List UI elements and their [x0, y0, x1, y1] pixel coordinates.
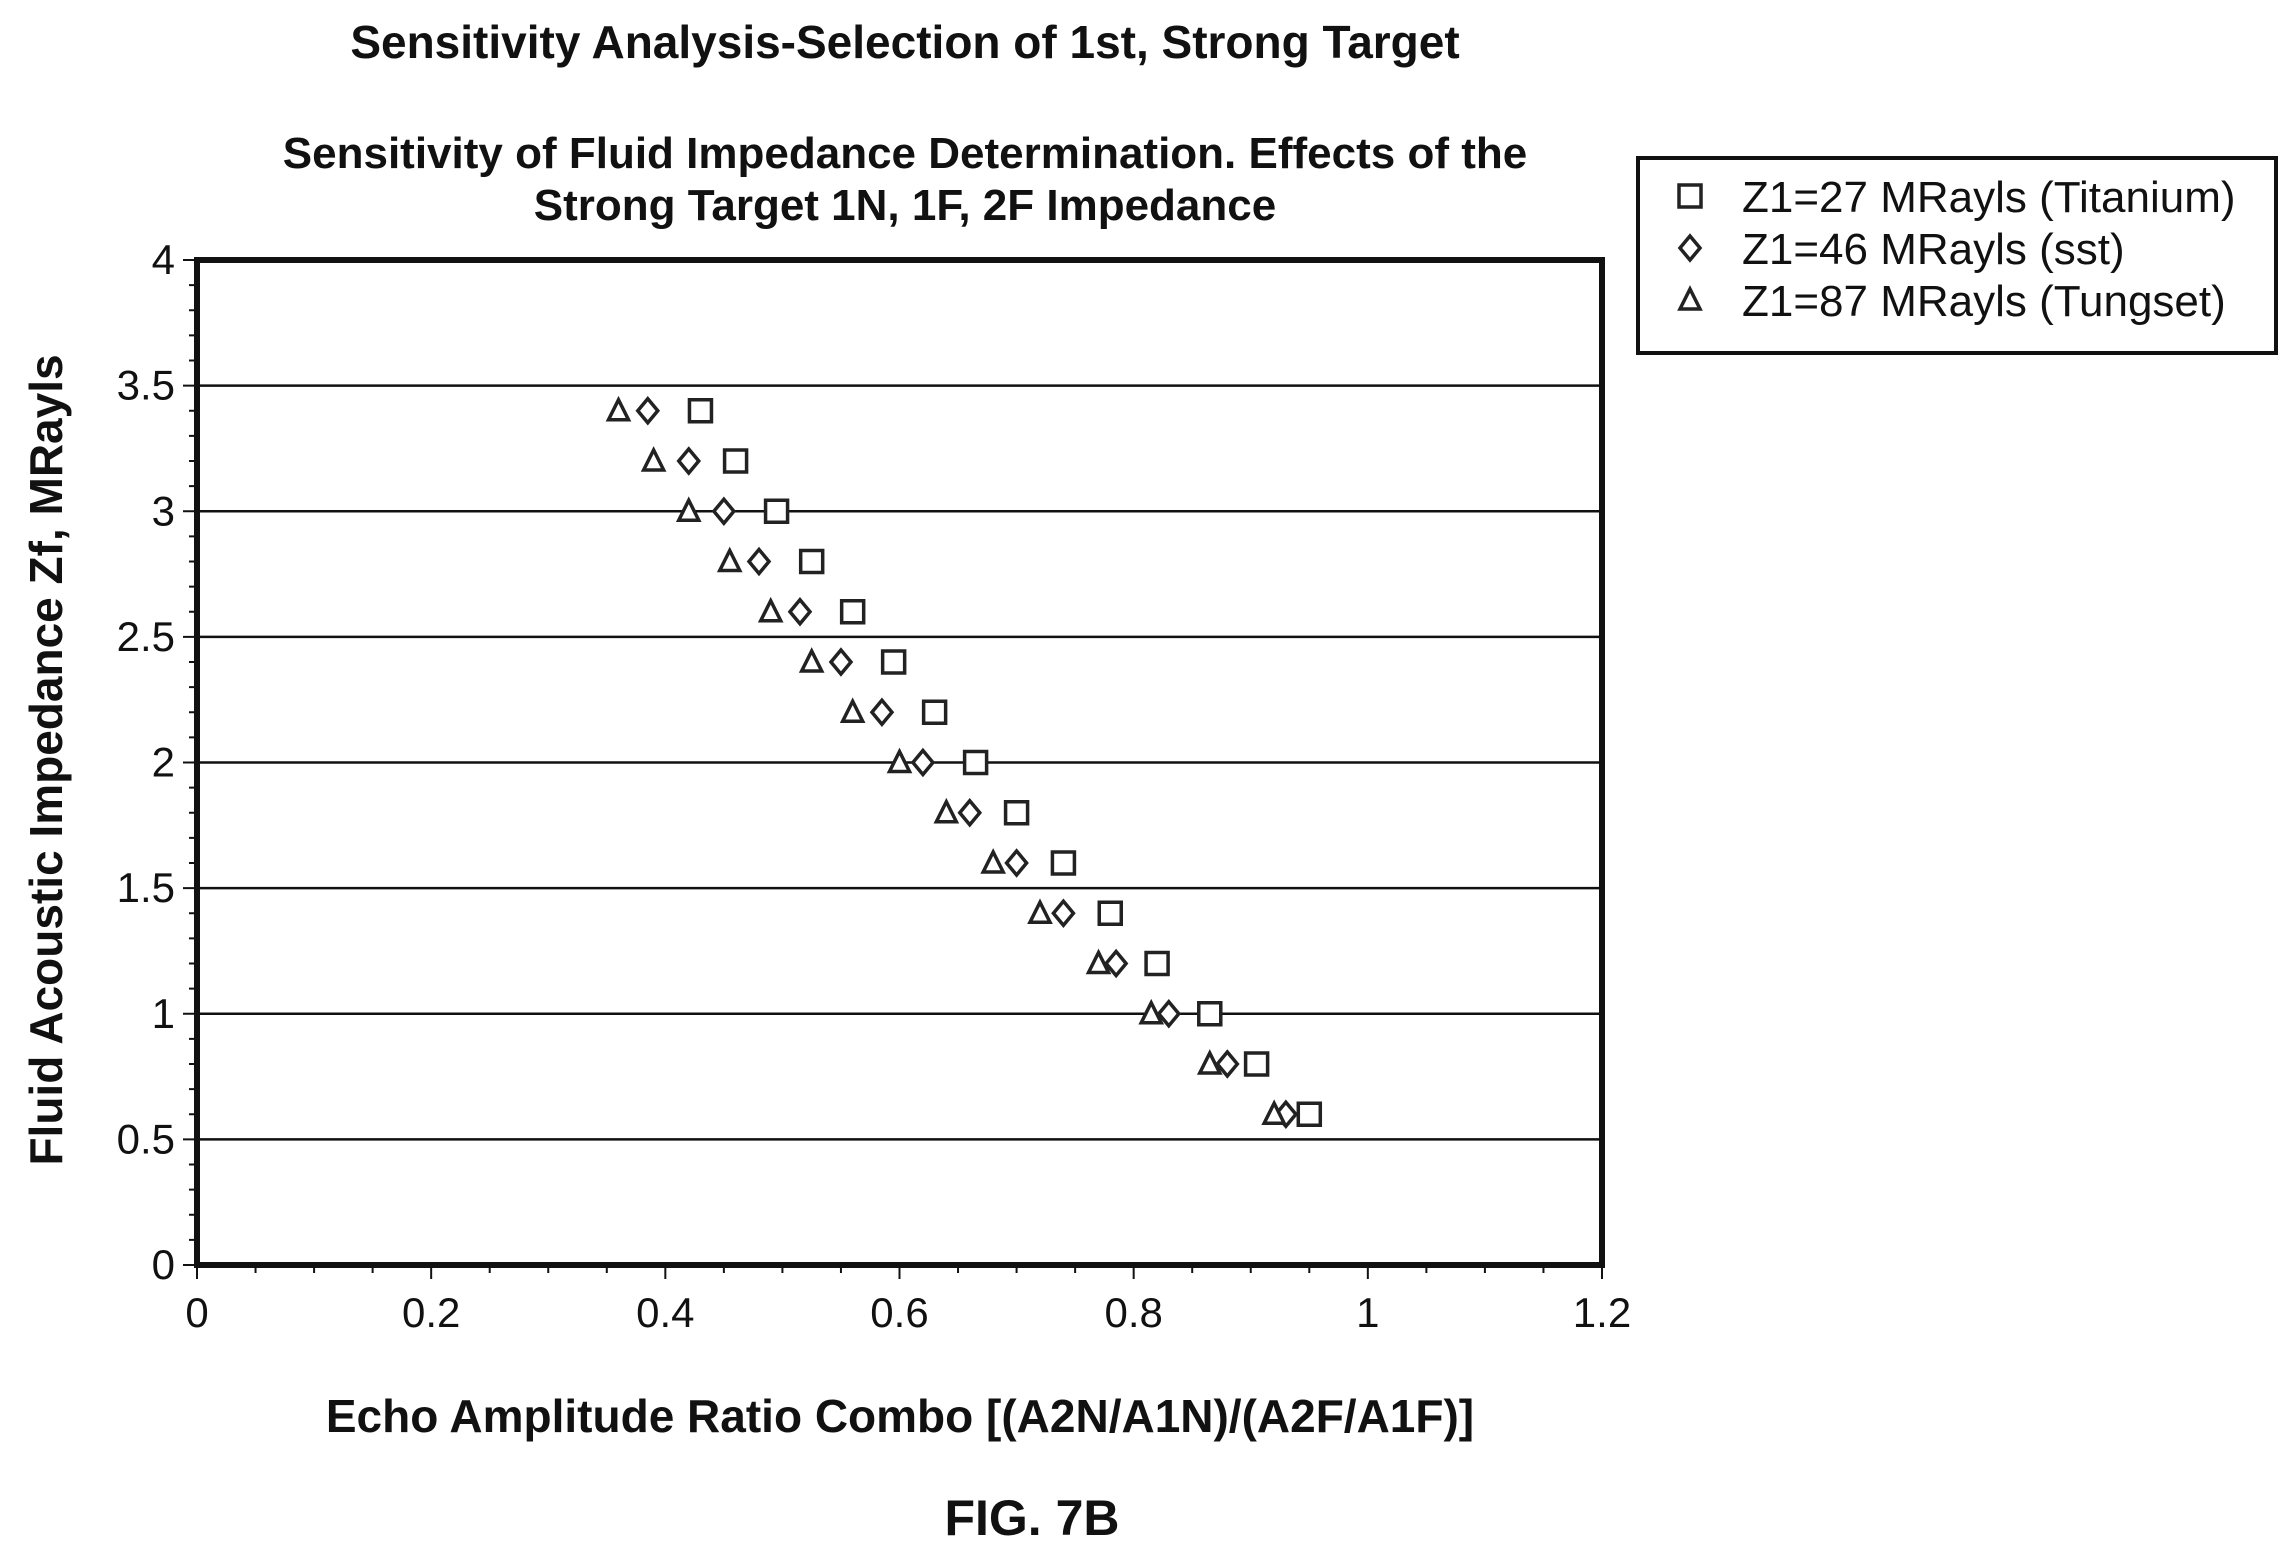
- point-diamond-7: [910, 747, 936, 778]
- point-triangle-3: [716, 546, 743, 573]
- x-tick-label-4: 0.8: [1104, 1289, 1162, 1336]
- figure-label: FIG. 7B: [944, 1490, 1119, 1546]
- plot-area: [183, 257, 1605, 1279]
- point-triangle-1: [640, 446, 667, 472]
- point-diamond-10: [1051, 898, 1076, 928]
- legend: Z1=27 MRayls (Titanium)Z1=46 MRayls (sst…: [1636, 156, 2278, 355]
- y-tick-label-8: 4: [152, 236, 175, 283]
- point-diamond-12: [1156, 999, 1182, 1029]
- y-tick-label-0: 0: [152, 1241, 175, 1288]
- chart-subtitle-line-2: Strong Target 1N, 1F, 2F Impedance: [534, 181, 1276, 230]
- legend-box: [1636, 156, 2278, 355]
- legend-marker-square: [1677, 183, 1703, 209]
- x-tick-labels: 0 0.2 0.4 0.6 0.8 1 1.2: [185, 1289, 1631, 1336]
- point-diamond-13: [1215, 1049, 1240, 1079]
- point-square-1: [722, 448, 749, 474]
- data-markers: [605, 395, 1323, 1129]
- legend-items: Z1=27 MRayls (Titanium)Z1=46 MRayls (sst…: [1677, 173, 2236, 326]
- y-tick-labels: 0 0.5 1 1.5 2 2.5 3 3.5 4: [117, 236, 175, 1288]
- point-square-6: [921, 699, 948, 725]
- x-tick-label-2: 0.4: [636, 1289, 694, 1336]
- point-square-2: [763, 498, 790, 524]
- point-diamond-0: [635, 396, 661, 426]
- x-tick-label-1: 0.2: [402, 1289, 460, 1336]
- point-square-11: [1144, 950, 1170, 977]
- point-triangle-14: [1261, 1099, 1287, 1125]
- y-axis-label: Fluid Acoustic Impedance Zf, MRayls: [20, 354, 72, 1165]
- legend-label-1: Z1=46 MRayls (sst): [1742, 225, 2125, 274]
- x-axis-label: Echo Amplitude Ratio Combo [(A2N/A1N)/(A…: [326, 1390, 1474, 1442]
- point-square-0: [687, 398, 714, 424]
- point-triangle-6: [839, 697, 866, 723]
- x-tick-label-6: 1.2: [1573, 1289, 1631, 1336]
- gridlines: [197, 384, 1602, 1141]
- legend-marker-diamond: [1677, 233, 1703, 263]
- y-tick-label-3: 1.5: [117, 864, 175, 911]
- point-diamond-4: [787, 597, 813, 627]
- x-tick-label-0: 0: [185, 1289, 208, 1336]
- point-diamond-3: [746, 546, 772, 577]
- point-triangle-4: [757, 596, 784, 623]
- y-tick-label-2: 1: [152, 990, 175, 1037]
- point-triangle-9: [980, 848, 1006, 874]
- point-square-10: [1097, 900, 1123, 926]
- point-square-7: [962, 749, 989, 776]
- point-square-3: [798, 548, 825, 575]
- point-triangle-0: [605, 395, 632, 422]
- legend-marker-triangle: [1677, 285, 1703, 311]
- y-tick-label-7: 3.5: [117, 362, 175, 409]
- legend-label-2: Z1=87 MRayls (Tungset): [1742, 277, 2226, 326]
- point-diamond-5: [828, 647, 854, 677]
- minor-ticks: [183, 259, 1603, 1279]
- point-triangle-10: [1027, 898, 1053, 924]
- y-tick-label-6: 3: [152, 487, 175, 534]
- point-triangle-8: [933, 797, 960, 824]
- point-diamond-9: [1004, 848, 1029, 878]
- y-tick-label-1: 0.5: [117, 1115, 175, 1162]
- y-tick-label-4: 2: [152, 739, 175, 786]
- x-tick-label-5: 1: [1356, 1289, 1379, 1336]
- point-diamond-11: [1103, 948, 1129, 979]
- point-diamond-6: [869, 697, 895, 727]
- point-square-4: [839, 599, 866, 625]
- y-tick-label-5: 2.5: [117, 613, 175, 660]
- chart-title: Sensitivity Analysis-Selection of 1st, S…: [350, 16, 1459, 68]
- point-square-12: [1197, 1001, 1223, 1027]
- point-diamond-8: [957, 798, 983, 828]
- point-triangle-2: [675, 496, 702, 522]
- point-triangle-12: [1138, 998, 1165, 1025]
- point-square-8: [1003, 800, 1030, 826]
- point-diamond-2: [711, 496, 737, 526]
- legend-label-0: Z1=27 MRayls (Titanium): [1742, 173, 2236, 222]
- x-tick-label-3: 0.6: [870, 1289, 928, 1336]
- point-triangle-7: [886, 747, 913, 774]
- point-triangle-5: [798, 647, 825, 673]
- chart-subtitle-line-1: Sensitivity of Fluid Impedance Determina…: [283, 129, 1527, 178]
- point-diamond-1: [676, 446, 702, 476]
- point-square-9: [1050, 850, 1077, 876]
- point-square-13: [1243, 1051, 1270, 1077]
- point-square-14: [1296, 1101, 1323, 1127]
- point-square-5: [880, 649, 907, 675]
- point-triangle-11: [1085, 948, 1112, 975]
- point-triangle-13: [1196, 1049, 1223, 1075]
